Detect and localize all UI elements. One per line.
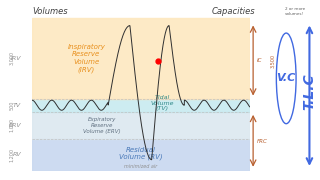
Text: Residual
Volume (RV): Residual Volume (RV) (119, 147, 163, 160)
Text: Inspiratory
Reserve
Volume
(IRV): Inspiratory Reserve Volume (IRV) (68, 44, 105, 73)
Text: Expiratory
Reserve
Volume (ERV): Expiratory Reserve Volume (ERV) (83, 117, 120, 134)
Text: FRC: FRC (257, 139, 268, 144)
Text: 1,200: 1,200 (10, 148, 15, 162)
Text: Capacities: Capacities (211, 7, 255, 16)
Text: IRV: IRV (11, 56, 21, 61)
Text: Tidal
Volume
(TV): Tidal Volume (TV) (151, 95, 174, 111)
Text: 2 or more
volumes!: 2 or more volumes! (285, 7, 305, 16)
Text: RV: RV (12, 152, 21, 157)
Text: 3,500: 3,500 (271, 53, 276, 68)
Text: 1,000: 1,000 (10, 118, 15, 132)
Text: 500: 500 (10, 101, 15, 110)
Bar (32, 18, 250, 98)
Text: 3,000: 3,000 (10, 51, 15, 65)
Text: T.L.C: T.L.C (302, 73, 316, 110)
Text: Volumes: Volumes (32, 7, 68, 16)
Text: IC: IC (257, 58, 262, 63)
Bar (32, 139, 250, 171)
Text: minimized air: minimized air (124, 164, 157, 169)
Bar (32, 112, 250, 139)
Text: ERV: ERV (9, 123, 21, 128)
Bar (32, 98, 250, 112)
Text: V.C: V.C (276, 73, 296, 83)
Text: TV: TV (13, 103, 21, 108)
